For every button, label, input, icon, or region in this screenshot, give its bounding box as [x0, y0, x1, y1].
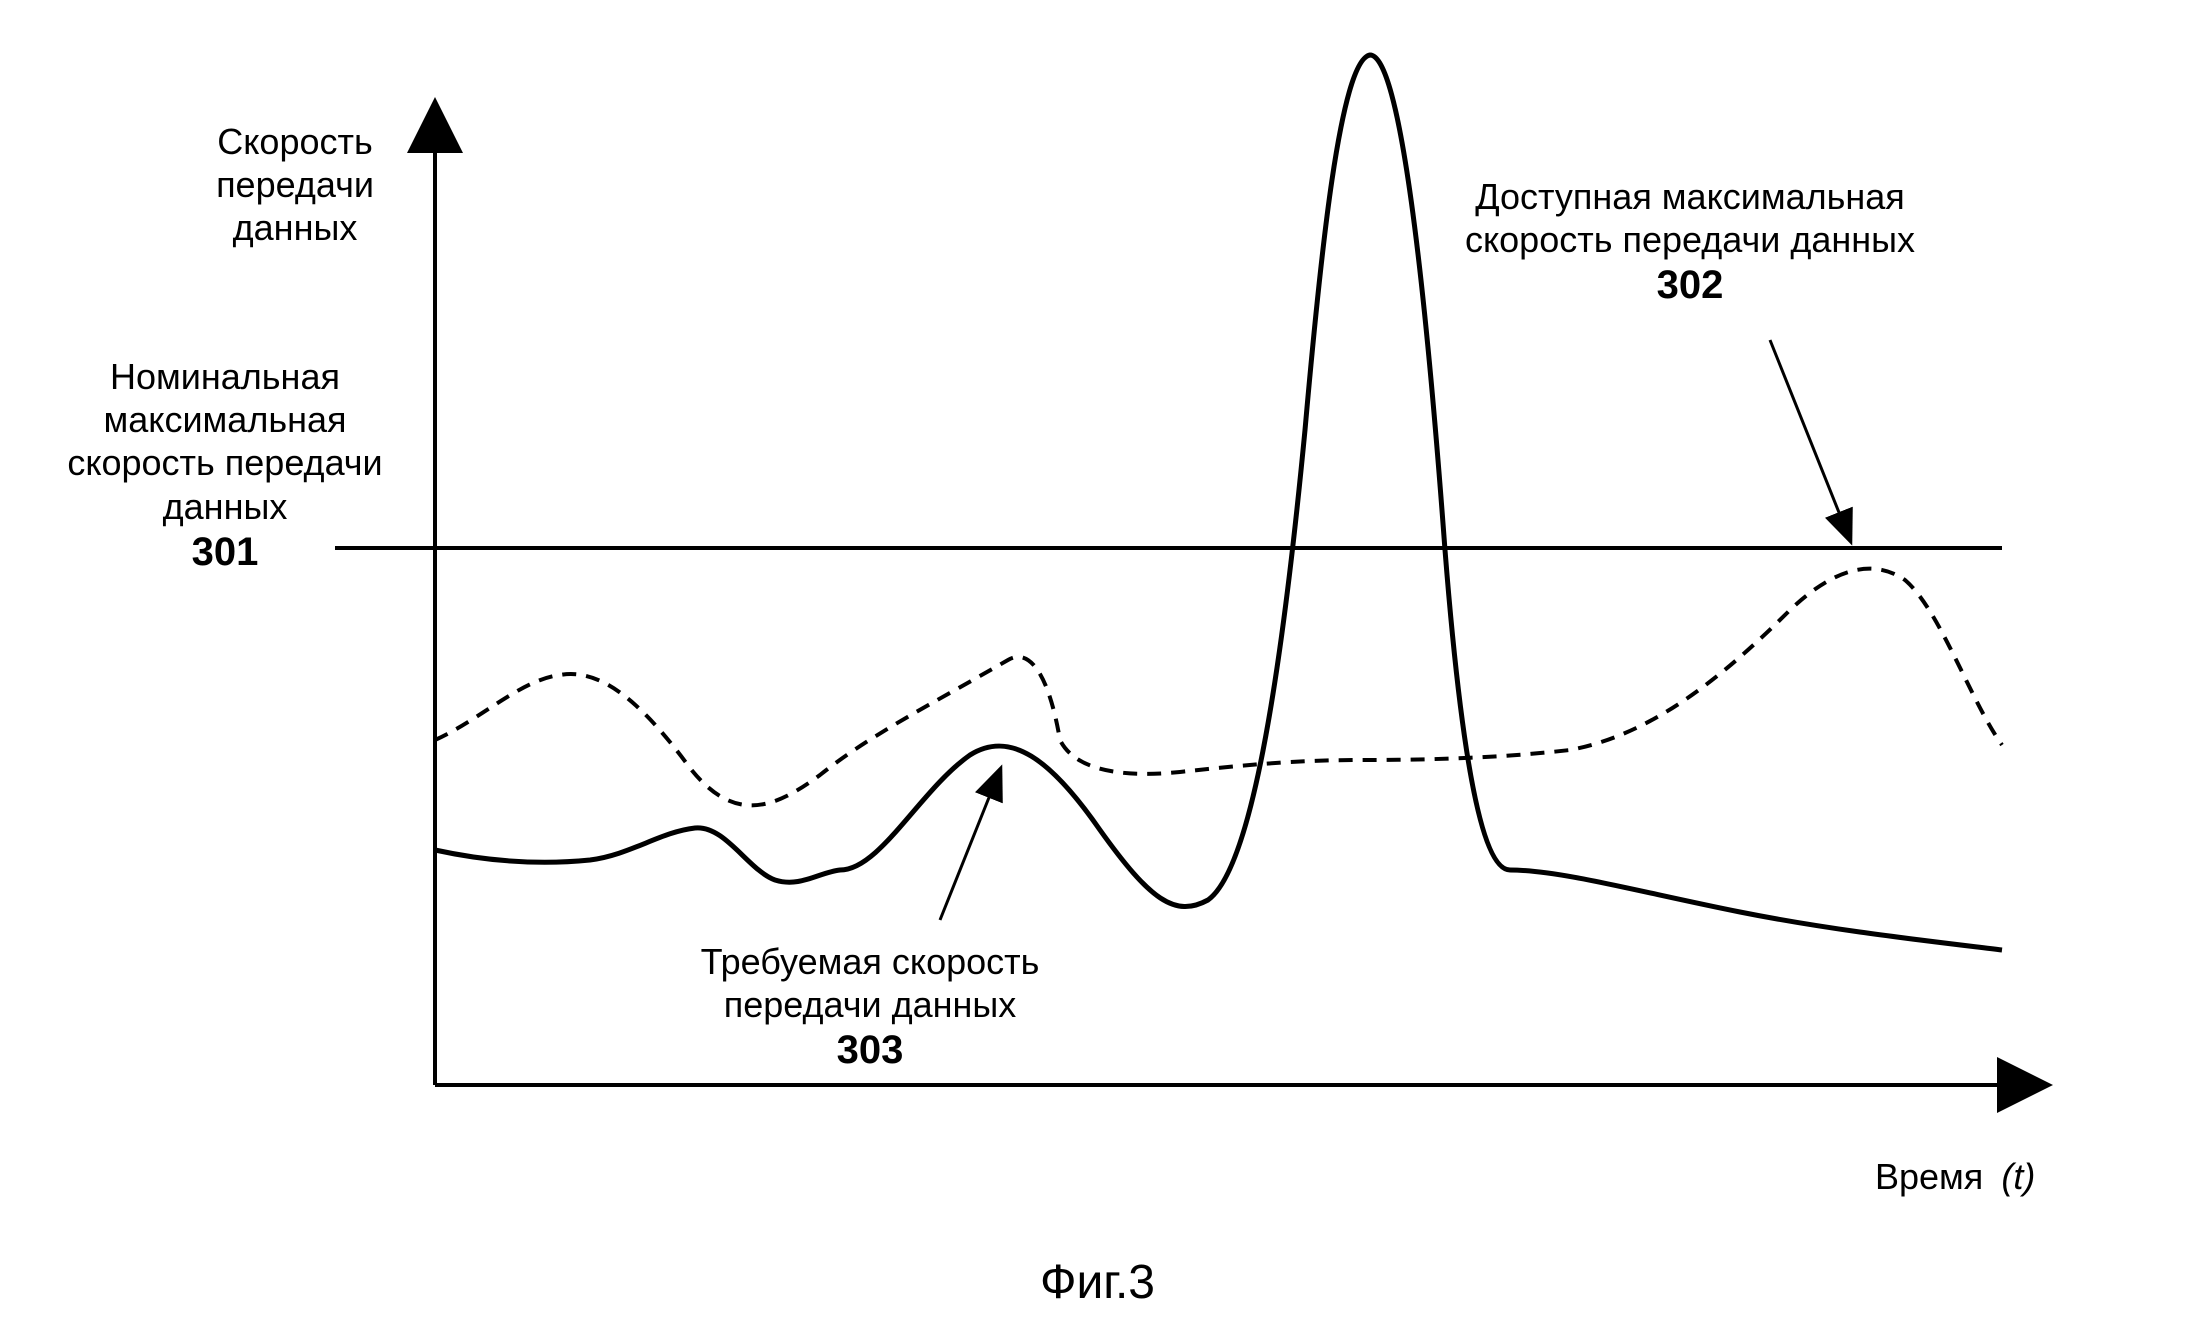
y-axis-label-line2: передачи: [180, 163, 410, 206]
pointer-302: [1770, 340, 1850, 540]
pointer-303: [940, 770, 1000, 920]
x-axis-label: Время (t): [1875, 1155, 2035, 1198]
y-axis-label: Скорость передачи данных: [180, 120, 410, 250]
label-303-line2: передачи данных: [640, 983, 1100, 1026]
y-axis-label-line1: Скорость: [180, 120, 410, 163]
dashed-curve-302: [435, 569, 2002, 806]
label-301-line4: данных: [30, 485, 420, 528]
label-301-ref: 301: [30, 528, 420, 576]
x-axis-label-text: Время: [1875, 1156, 1983, 1197]
label-301-line1: Номинальная: [30, 355, 420, 398]
x-axis-label-suffix: (t): [2001, 1156, 2035, 1197]
figure-caption: Фиг.3: [1040, 1255, 1155, 1310]
label-302-line1: Доступная максимальная: [1410, 175, 1970, 218]
label-302: Доступная максимальная скорость передачи…: [1410, 175, 1970, 309]
chart-container: Скорость передачи данных Время (t) Номин…: [0, 0, 2199, 1339]
label-303: Требуемая скорость передачи данных 303: [640, 940, 1100, 1074]
label-303-ref: 303: [640, 1026, 1100, 1074]
label-301: Номинальная максимальная скорость переда…: [30, 355, 420, 576]
label-301-line2: максимальная: [30, 398, 420, 441]
y-axis-label-line3: данных: [180, 206, 410, 249]
label-302-ref: 302: [1410, 261, 1970, 309]
label-302-line2: скорость передачи данных: [1410, 218, 1970, 261]
label-303-line1: Требуемая скорость: [640, 940, 1100, 983]
label-301-line3: скорость передачи: [30, 441, 420, 484]
